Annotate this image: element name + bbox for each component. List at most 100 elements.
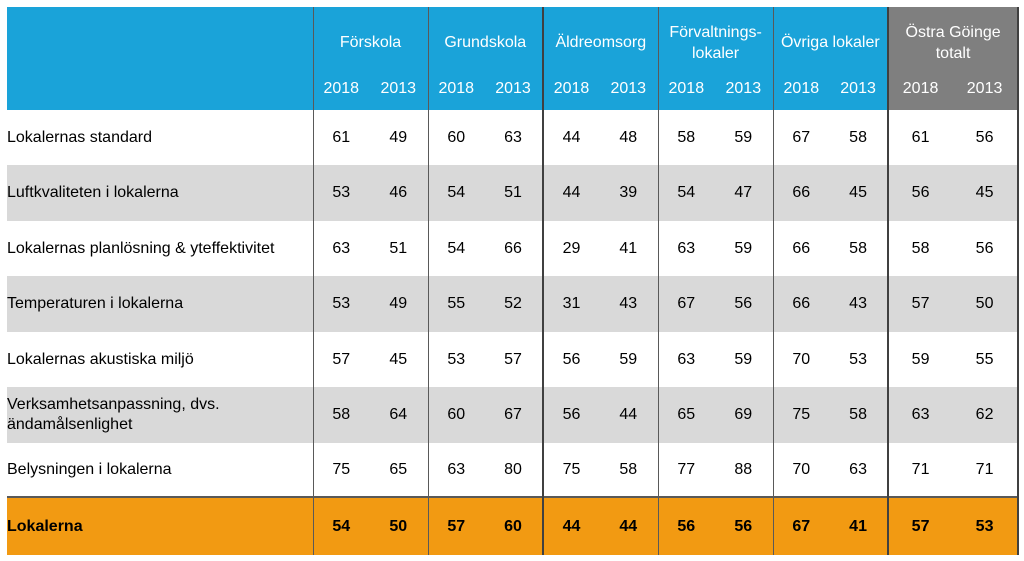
value-cell: 67 bbox=[772, 110, 830, 165]
header-row-groups: Förskola Grundskola Äldreomsorg Förvaltn… bbox=[7, 7, 1020, 110]
year-header: 2013 bbox=[599, 78, 659, 110]
value-cell: 56 bbox=[952, 221, 1020, 276]
group-header-line: Förvaltnings- bbox=[669, 23, 762, 41]
year-header: 2013 bbox=[829, 78, 889, 110]
value-cell: 54 bbox=[427, 221, 485, 276]
value-cell: 52 bbox=[484, 276, 544, 332]
year-header: 2013 bbox=[952, 78, 1020, 110]
value-cell: 60 bbox=[427, 387, 485, 443]
value-cell: 61 bbox=[887, 110, 953, 165]
value-cell: 60 bbox=[427, 110, 485, 165]
value-cell: 65 bbox=[657, 387, 715, 443]
value-cell: 56 bbox=[542, 332, 600, 387]
table-row: Verksamhetsanpassning, dvs. ändamålsenlig… bbox=[7, 387, 1020, 443]
table-row: Temperaturen i lokalerna 53 49 55 52 31 43 67 56… bbox=[7, 276, 1020, 332]
results-table: Förskola Grundskola Äldreomsorg Förvaltn… bbox=[7, 7, 1020, 555]
value-cell: 57 bbox=[427, 496, 485, 555]
value-cell: 59 bbox=[714, 221, 774, 276]
year-header: 2018 bbox=[427, 78, 485, 110]
value-cell: 58 bbox=[829, 221, 889, 276]
value-cell: 58 bbox=[829, 110, 889, 165]
value-cell: 55 bbox=[952, 332, 1020, 387]
year-header: 2018 bbox=[772, 78, 830, 110]
value-cell: 70 bbox=[772, 332, 830, 387]
table-body: Lokalernas standard 61 49 60 63 44 48 58 59 67 58 6… bbox=[7, 110, 1020, 555]
value-cell: 51 bbox=[484, 165, 544, 221]
value-cell: 50 bbox=[952, 276, 1020, 332]
row-label: Lokalerna bbox=[7, 496, 313, 555]
year-header: 2018 bbox=[657, 78, 715, 110]
value-cell: 66 bbox=[772, 165, 830, 221]
value-cell: 65 bbox=[369, 443, 429, 497]
value-cell: 41 bbox=[829, 496, 889, 555]
table-row: Lokalernas standard 61 49 60 63 44 48 58 59 67 58 6… bbox=[7, 110, 1020, 165]
value-cell: 53 bbox=[952, 496, 1020, 555]
value-cell: 57 bbox=[484, 332, 544, 387]
group-header-ovriga-lokaler: Övriga lokaler bbox=[772, 7, 889, 78]
value-cell: 77 bbox=[657, 443, 715, 497]
value-cell: 43 bbox=[829, 276, 889, 332]
value-cell: 48 bbox=[599, 110, 659, 165]
value-cell: 58 bbox=[829, 387, 889, 443]
value-cell: 60 bbox=[484, 496, 544, 555]
value-cell: 75 bbox=[772, 387, 830, 443]
value-cell: 44 bbox=[599, 496, 659, 555]
group-header-line: lokaler bbox=[691, 44, 740, 62]
year-header: 2013 bbox=[369, 78, 429, 110]
value-cell: 63 bbox=[887, 387, 953, 443]
value-cell: 29 bbox=[542, 221, 600, 276]
value-cell: 57 bbox=[312, 332, 369, 387]
value-cell: 45 bbox=[829, 165, 889, 221]
value-cell: 44 bbox=[542, 496, 600, 555]
value-cell: 57 bbox=[887, 496, 953, 555]
row-label: Lokalernas planlösning & yteffektivitet bbox=[7, 221, 313, 276]
value-cell: 59 bbox=[714, 332, 774, 387]
value-cell: 45 bbox=[369, 332, 429, 387]
value-cell: 45 bbox=[952, 165, 1020, 221]
table-row: Belysningen i lokalerna 75 65 63 80 75 58 77 88 7… bbox=[7, 443, 1020, 497]
value-cell: 56 bbox=[657, 496, 715, 555]
year-header: 2018 bbox=[887, 78, 953, 110]
value-cell: 56 bbox=[887, 165, 953, 221]
value-cell: 58 bbox=[599, 443, 659, 497]
value-cell: 66 bbox=[484, 221, 544, 276]
value-cell: 63 bbox=[657, 332, 715, 387]
value-cell: 62 bbox=[952, 387, 1020, 443]
value-cell: 69 bbox=[714, 387, 774, 443]
row-label: Lokalernas standard bbox=[7, 110, 313, 165]
value-cell: 50 bbox=[369, 496, 429, 555]
header-row-years: 2018 2013 2018 2013 2018 2013 2018 2013 … bbox=[7, 78, 1020, 110]
row-label-line: ändamålsenlighet bbox=[7, 416, 133, 433]
value-cell: 53 bbox=[427, 332, 485, 387]
value-cell: 56 bbox=[714, 496, 774, 555]
header-corner bbox=[7, 7, 313, 110]
group-header-ostra-goinge-totalt: Östra Göinge totalt bbox=[887, 7, 1020, 78]
value-cell: 53 bbox=[829, 332, 889, 387]
value-cell: 66 bbox=[772, 221, 830, 276]
group-header-aldreomsorg: Äldreomsorg bbox=[542, 7, 659, 78]
value-cell: 31 bbox=[542, 276, 600, 332]
value-cell: 71 bbox=[887, 443, 953, 497]
value-cell: 58 bbox=[657, 110, 715, 165]
year-header: 2018 bbox=[312, 78, 369, 110]
row-label-line: Verksamhetsanpassning, dvs. bbox=[7, 396, 220, 413]
value-cell: 53 bbox=[312, 165, 369, 221]
value-cell: 47 bbox=[714, 165, 774, 221]
value-cell: 59 bbox=[887, 332, 953, 387]
year-header: 2018 bbox=[542, 78, 600, 110]
value-cell: 44 bbox=[542, 110, 600, 165]
value-cell: 66 bbox=[772, 276, 830, 332]
value-cell: 43 bbox=[599, 276, 659, 332]
group-header-forvaltningslokaler: Förvaltnings- lokaler bbox=[657, 7, 774, 78]
value-cell: 49 bbox=[369, 276, 429, 332]
value-cell: 44 bbox=[542, 165, 600, 221]
value-cell: 88 bbox=[714, 443, 774, 497]
value-cell: 54 bbox=[312, 496, 369, 555]
value-cell: 64 bbox=[369, 387, 429, 443]
value-cell: 51 bbox=[369, 221, 429, 276]
value-cell: 67 bbox=[484, 387, 544, 443]
value-cell: 57 bbox=[887, 276, 953, 332]
table-row: Lokalernas planlösning & yteffektivitet 6… bbox=[7, 221, 1020, 276]
total-row: Lokalerna 54 50 57 60 44 44 56 56 67 41 57 53 bbox=[7, 496, 1020, 555]
row-label: Lokalernas akustiska miljö bbox=[7, 332, 313, 387]
